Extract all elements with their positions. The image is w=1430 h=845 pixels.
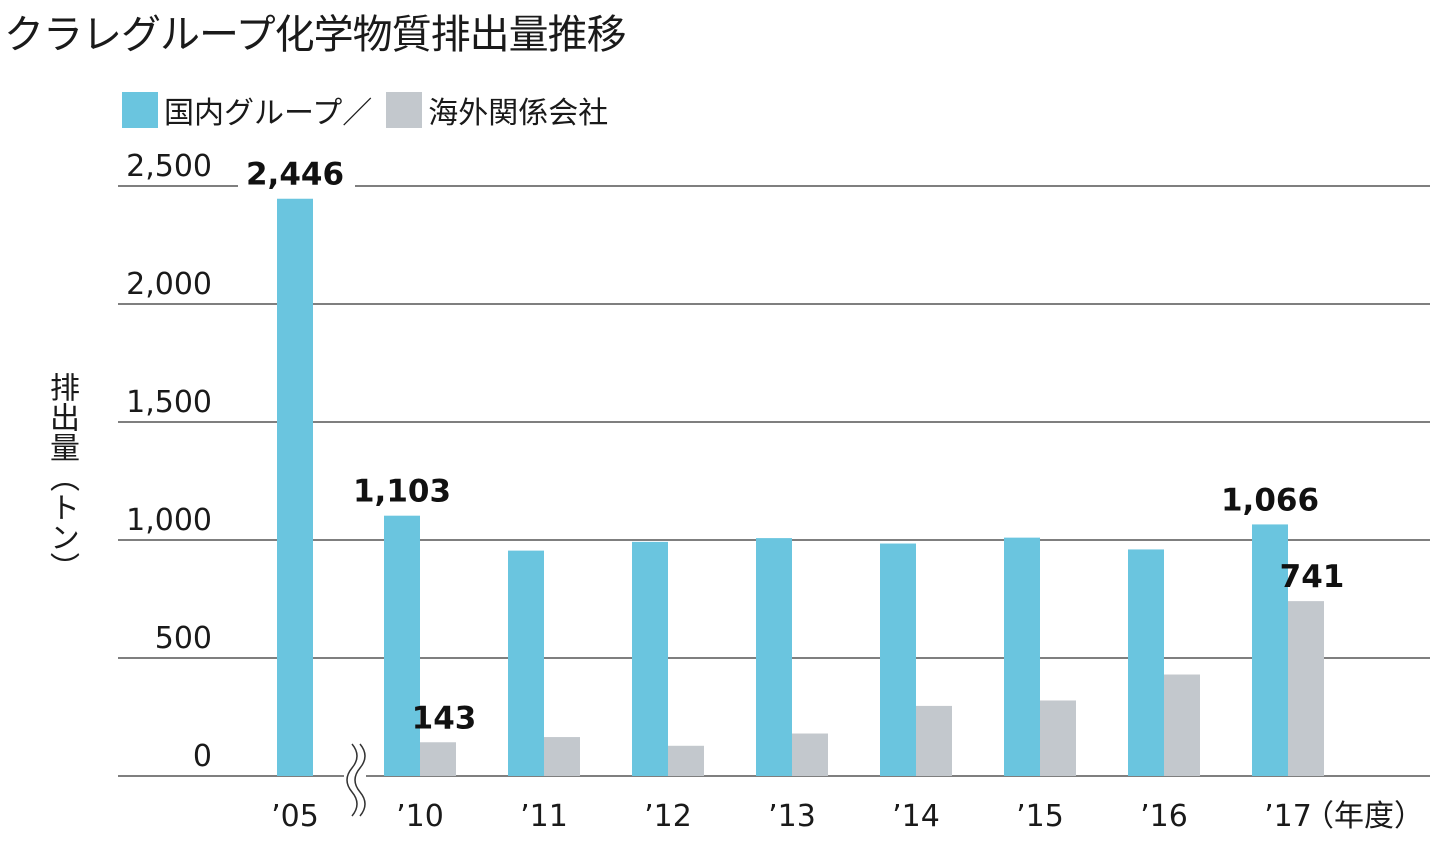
- data-label-domestic: 1,066: [1221, 482, 1319, 518]
- legend-swatch-overseas: [386, 92, 423, 128]
- y-tick-label: 2,500: [126, 149, 212, 184]
- bar-overseas: [1164, 674, 1200, 776]
- x-tick-label: ’11: [520, 799, 568, 834]
- data-label-domestic: 2,446: [246, 157, 344, 193]
- y-tick-label: 0: [193, 739, 212, 774]
- bar-overseas: [544, 737, 580, 776]
- legend-separator: ／: [342, 96, 373, 131]
- axis-break-icon: [354, 743, 366, 817]
- x-tick-label: ’10: [396, 799, 444, 834]
- x-tick-label: ’12: [644, 799, 692, 834]
- legend-swatch-domestic: [122, 92, 158, 128]
- bar-overseas: [1040, 700, 1076, 776]
- bar-overseas: [792, 733, 828, 776]
- x-tick-label: ’13: [768, 799, 816, 834]
- axis-break-icon: [346, 743, 358, 817]
- bar-domestic: [1128, 549, 1164, 776]
- y-tick-label: 2,000: [126, 267, 212, 302]
- x-axis-unit-label: （年度）: [1304, 799, 1424, 834]
- x-tick-label: ’17: [1264, 799, 1312, 834]
- data-label-domestic: 1,103: [353, 474, 451, 510]
- y-axis-label: 排出量（トン）: [44, 372, 79, 582]
- y-tick-label: 1,500: [126, 385, 212, 420]
- bar-overseas: [1288, 601, 1324, 776]
- bar-domestic: [384, 515, 420, 776]
- bar-domestic: [277, 198, 313, 776]
- x-tick-label: ’15: [1016, 799, 1064, 834]
- legend-label-domestic: 国内グループ: [164, 96, 343, 131]
- chart-title: クラレグループ化学物質排出量推移: [4, 12, 627, 58]
- bar-domestic: [1252, 524, 1288, 776]
- bar-domestic: [1004, 537, 1040, 776]
- axis-break-mask: [344, 740, 366, 802]
- y-tick-label: 500: [155, 621, 212, 656]
- bar-overseas: [668, 745, 704, 776]
- bar-domestic: [880, 543, 916, 776]
- legend: 国内グループ ／ 海外関係会社: [122, 88, 608, 132]
- y-tick-label: 1,000: [126, 503, 212, 538]
- x-tick-label: ’05: [271, 799, 319, 834]
- bar-domestic: [508, 550, 544, 776]
- x-tick-label: ’14: [892, 799, 940, 834]
- bar-domestic: [756, 538, 792, 776]
- x-tick-label: ’16: [1140, 799, 1188, 834]
- bar-overseas: [420, 742, 456, 776]
- bar-overseas: [916, 705, 952, 776]
- data-label-overseas: 741: [1280, 559, 1345, 595]
- legend-label-overseas: 海外関係会社: [428, 96, 609, 131]
- data-label-overseas: 143: [412, 700, 477, 736]
- bar-domestic: [632, 541, 668, 776]
